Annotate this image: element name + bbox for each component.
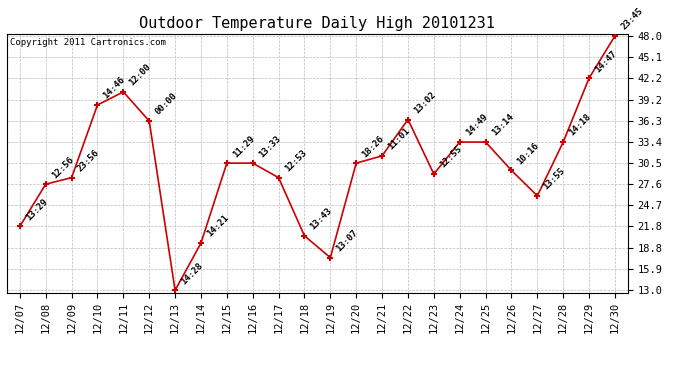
Text: 14:28: 14:28 (179, 261, 205, 286)
Text: 12:55: 12:55 (438, 144, 464, 170)
Text: 13:02: 13:02 (412, 90, 437, 116)
Text: 13:33: 13:33 (257, 134, 282, 159)
Text: 13:55: 13:55 (542, 166, 567, 192)
Text: 11:01: 11:01 (386, 126, 412, 152)
Text: 14:18: 14:18 (567, 112, 593, 138)
Text: 14:47: 14:47 (593, 48, 619, 74)
Text: 13:29: 13:29 (24, 197, 50, 222)
Text: Copyright 2011 Cartronics.com: Copyright 2011 Cartronics.com (10, 38, 166, 46)
Text: 12:00: 12:00 (128, 62, 153, 88)
Text: 12:53: 12:53 (283, 148, 308, 174)
Text: 00:00: 00:00 (153, 92, 179, 117)
Text: 14:46: 14:46 (101, 75, 127, 101)
Text: 18:26: 18:26 (360, 134, 386, 159)
Text: 11:29: 11:29 (231, 134, 257, 159)
Text: 14:49: 14:49 (464, 112, 489, 138)
Text: 14:21: 14:21 (205, 213, 230, 239)
Text: 23:45: 23:45 (619, 6, 644, 32)
Title: Outdoor Temperature Daily High 20101231: Outdoor Temperature Daily High 20101231 (139, 16, 495, 31)
Text: 13:07: 13:07 (335, 228, 360, 254)
Text: 13:14: 13:14 (490, 112, 515, 138)
Text: 10:16: 10:16 (515, 141, 541, 166)
Text: 13:43: 13:43 (308, 206, 334, 232)
Text: 23:56: 23:56 (76, 148, 101, 174)
Text: 12:56: 12:56 (50, 154, 75, 180)
